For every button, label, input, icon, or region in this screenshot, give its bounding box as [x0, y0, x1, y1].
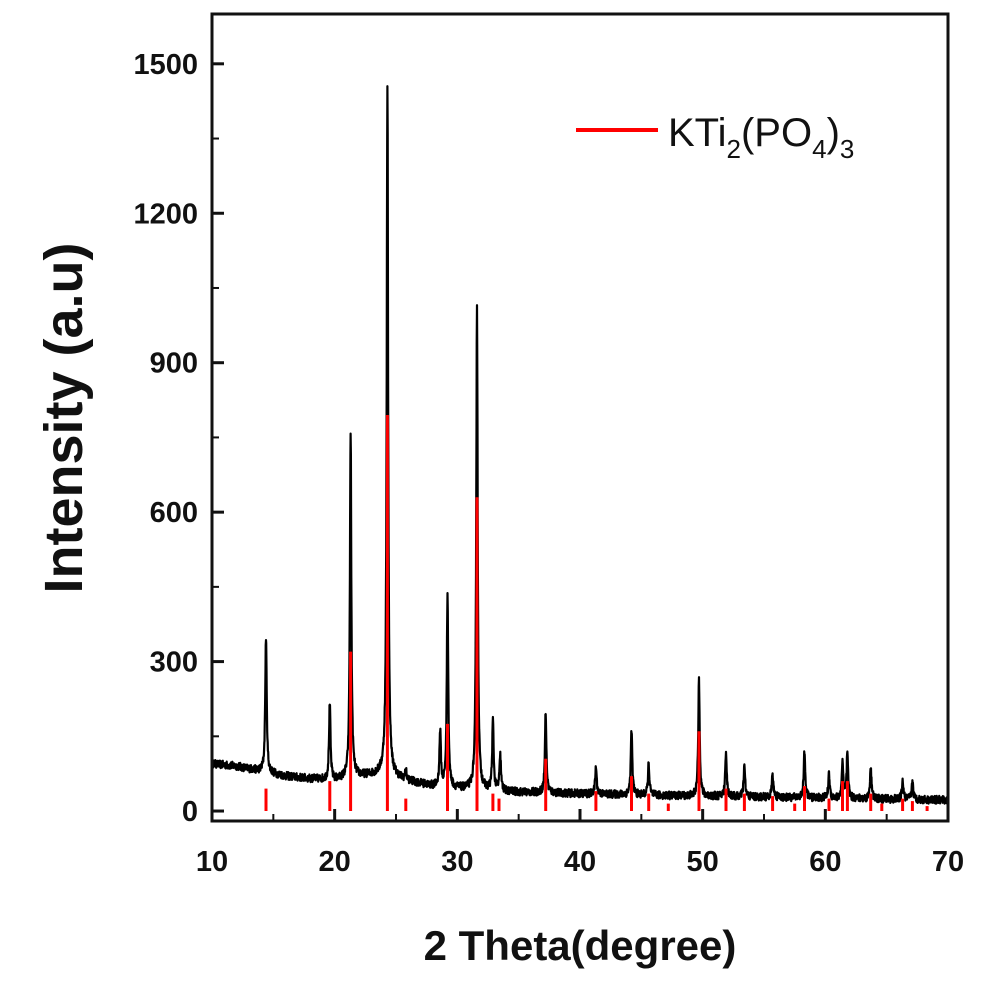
y-tick-label: 900 — [150, 348, 198, 380]
y-tick-label: 0 — [182, 796, 198, 828]
y-axis-title: Intensity (a.u) — [34, 242, 94, 593]
y-tick-label: 600 — [150, 497, 198, 529]
x-tick-label: 70 — [932, 846, 964, 878]
y-tick-label: 1200 — [133, 198, 198, 230]
x-tick-label: 40 — [564, 846, 596, 878]
measured-pattern-line — [210, 85, 950, 805]
legend-label-subscript: 3 — [840, 134, 854, 164]
legend-label-subscript: 4 — [812, 134, 826, 164]
x-tick-label: 60 — [809, 846, 841, 878]
legend-label-reference: KTi2(PO4)3 — [668, 111, 854, 164]
x-tick-label: 10 — [196, 846, 228, 878]
legend-label-part: KTi — [668, 111, 727, 155]
legend-label-subscript: 2 — [727, 134, 741, 164]
y-tick-label: 300 — [150, 647, 198, 679]
x-tick-label: 30 — [441, 846, 473, 878]
x-tick-label: 20 — [319, 846, 351, 878]
x-tick-label: 50 — [687, 846, 719, 878]
legend-label-part: ) — [827, 111, 840, 155]
legend-label-part: (PO — [741, 111, 812, 155]
y-tick-label: 1500 — [133, 49, 198, 81]
x-axis-title: 2 Theta(degree) — [424, 922, 737, 969]
legend: KTi2(PO4)3 — [576, 111, 854, 164]
